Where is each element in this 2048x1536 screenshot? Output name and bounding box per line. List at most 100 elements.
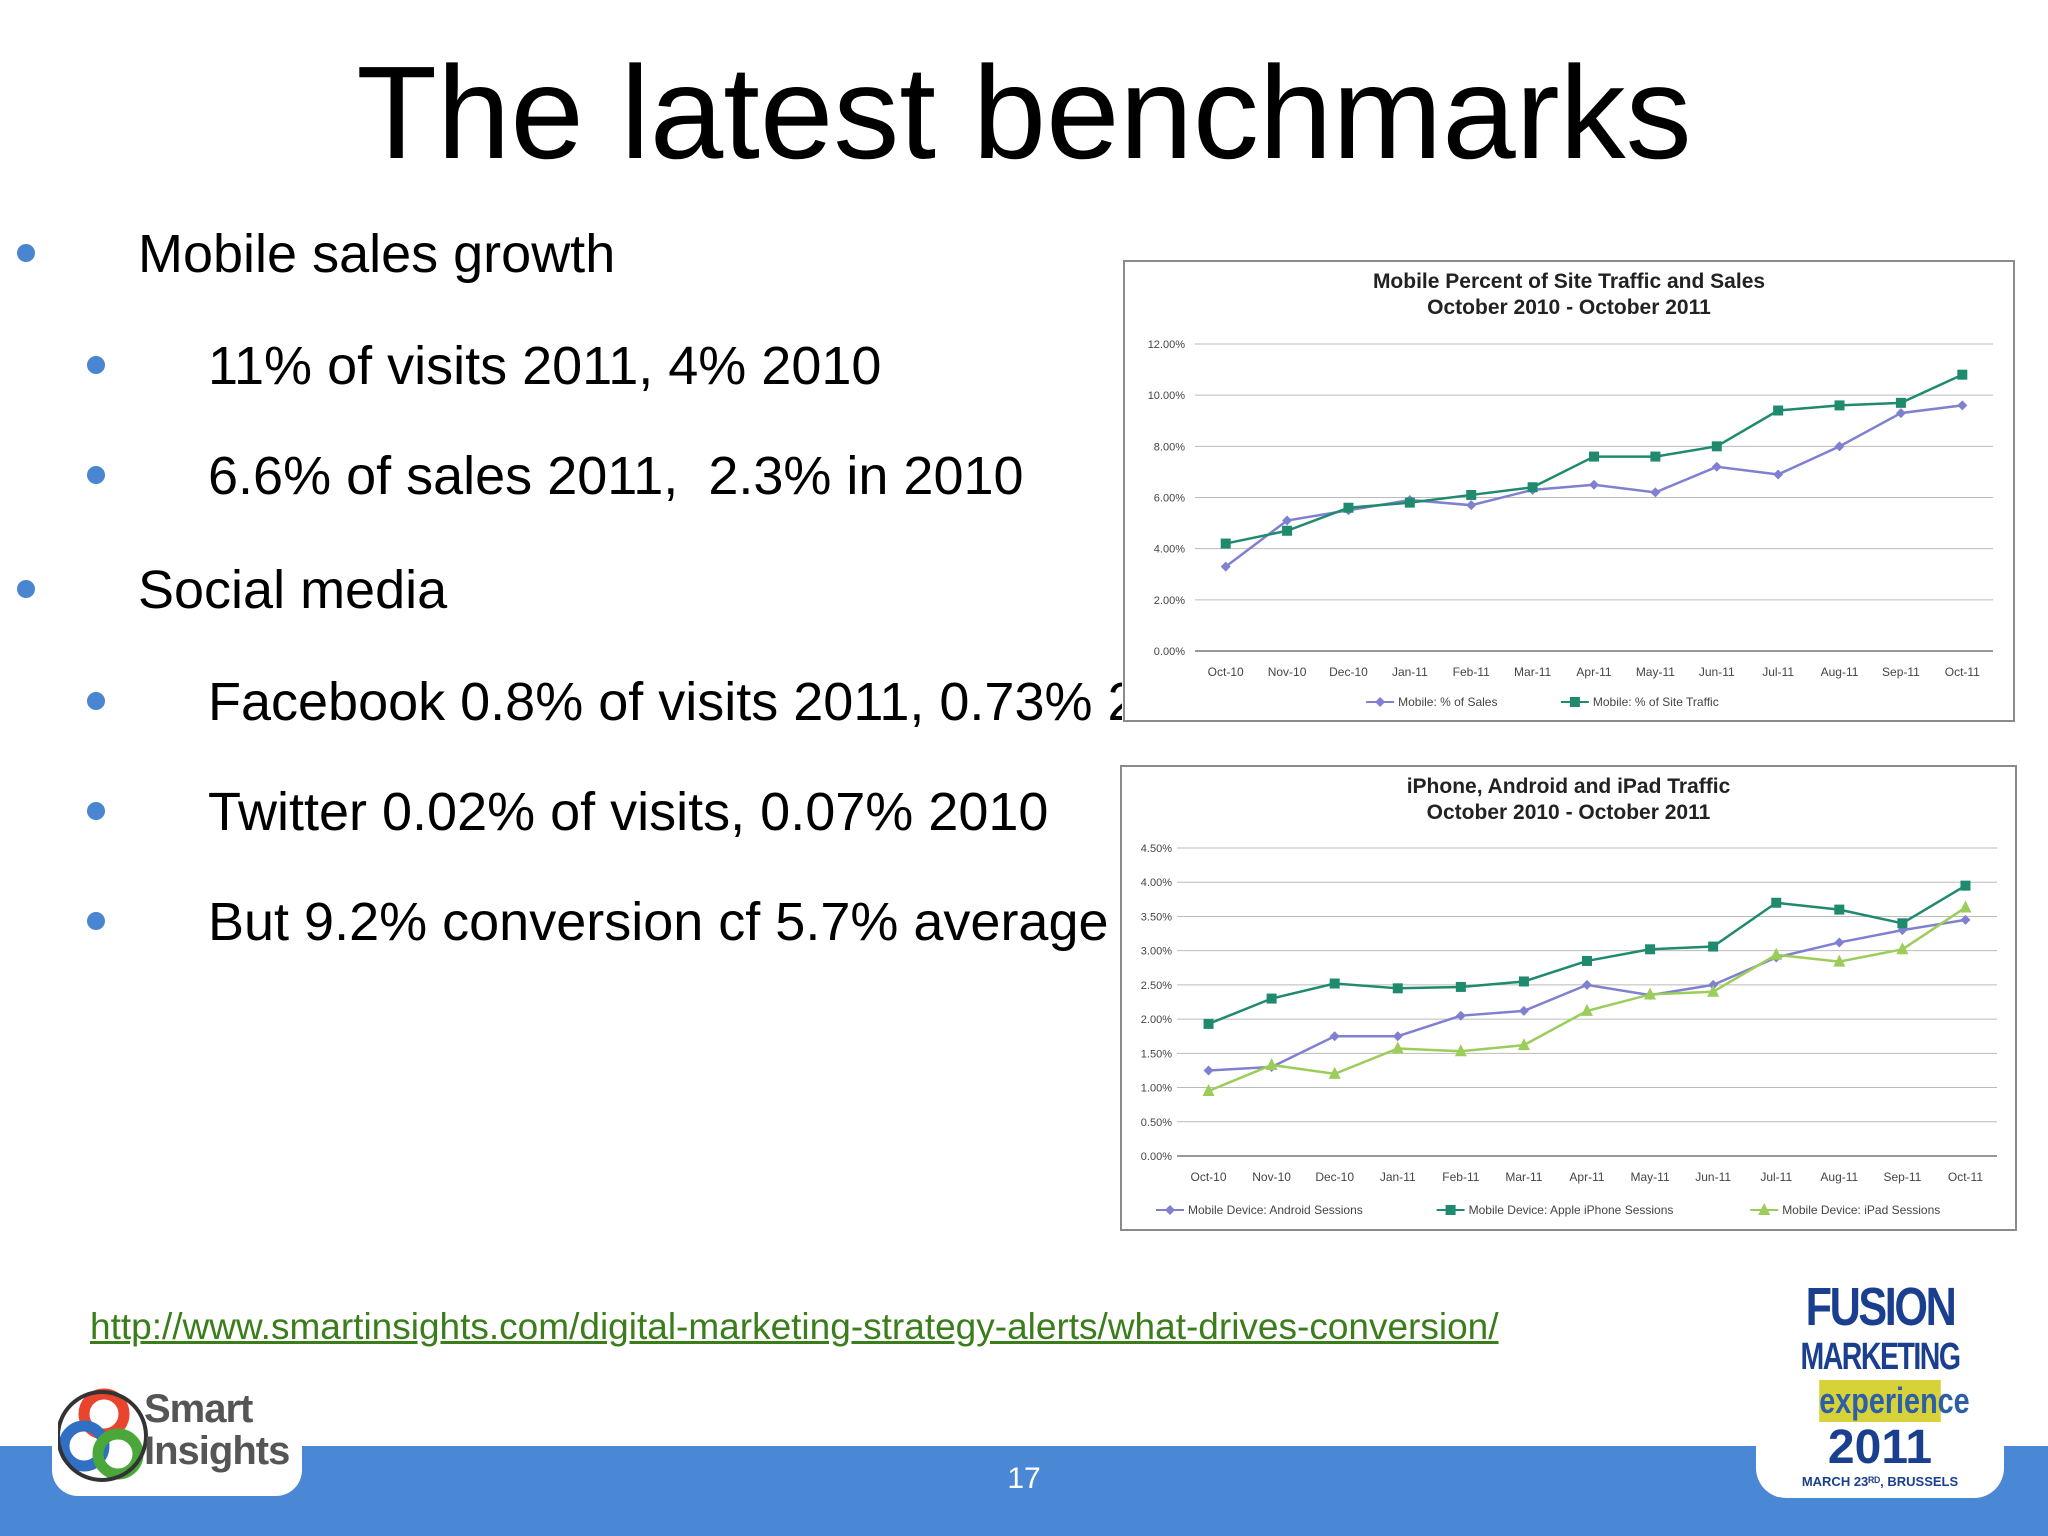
data-point-mobile-of-site-traffic — [1220, 538, 1231, 549]
footer-bar — [0, 1446, 2048, 1536]
data-point-mobile-of-site-traffic — [1895, 397, 1906, 408]
x-tick-label: Oct-10 — [1208, 665, 1244, 679]
legend-marker-mobile-device-android-sessions — [1165, 1205, 1175, 1215]
chart-title: iPhone, Android and iPad Traffic — [1407, 775, 1731, 798]
data-point-mobile-device-android-sessions — [1960, 914, 1971, 925]
y-tick-label: 6.00% — [1154, 493, 1185, 505]
data-point-mobile-device-ipad-sessions — [1707, 984, 1720, 997]
chart-subtitle: October 2010 - October 2011 — [1427, 296, 1711, 319]
bullet-dot — [87, 692, 105, 710]
data-point-mobile-device-ipad-sessions — [1644, 987, 1657, 1000]
legend-label: Mobile Device: Android Sessions — [1188, 1203, 1363, 1217]
data-point-mobile-device-android-sessions — [1203, 1065, 1214, 1076]
y-tick-label: 12.00% — [1148, 339, 1186, 351]
data-point-mobile-device-ipad-sessions — [1328, 1066, 1341, 1079]
data-point-mobile-device-apple-iphone-sessions — [1455, 981, 1466, 992]
data-point-mobile-device-ipad-sessions — [1391, 1041, 1404, 1054]
legend-label: Mobile Device: iPad Sessions — [1782, 1203, 1940, 1217]
data-point-mobile-of-sales — [1895, 408, 1906, 419]
x-tick-label: Sep-11 — [1883, 1170, 1921, 1184]
data-point-mobile-of-site-traffic — [1834, 400, 1845, 411]
y-tick-label: 4.00% — [1154, 544, 1185, 556]
x-tick-label: Oct-10 — [1191, 1170, 1227, 1184]
data-point-mobile-of-site-traffic — [1282, 525, 1293, 536]
data-point-mobile-of-sales — [1773, 469, 1784, 480]
data-point-mobile-device-ipad-sessions — [1517, 1038, 1530, 1051]
x-tick-label: Dec-10 — [1315, 1170, 1354, 1184]
bullet-item: 6.6% of sales 2011, 2.3% in 2010 — [208, 446, 1024, 506]
data-point-mobile-of-site-traffic — [1650, 451, 1661, 462]
source-link[interactable]: http://www.smartinsights.com/digital-mar… — [90, 1306, 1499, 1347]
y-tick-label: 4.00% — [1141, 877, 1172, 889]
logo-text-line: 2011 — [1827, 1421, 1933, 1474]
y-tick-label: 4.50% — [1141, 843, 1172, 855]
legend-label: Mobile: % of Sales — [1398, 695, 1497, 709]
logo-text-line: Insights — [144, 1429, 290, 1473]
y-tick-label: 0.00% — [1154, 646, 1185, 658]
y-tick-label: 2.00% — [1141, 1014, 1172, 1026]
y-tick-label: 3.00% — [1141, 946, 1172, 958]
data-point-mobile-device-apple-iphone-sessions — [1834, 904, 1845, 915]
data-point-mobile-of-sales — [1466, 500, 1477, 511]
x-tick-label: Jul-11 — [1760, 1170, 1792, 1184]
logo-text-line: experience — [1819, 1380, 1970, 1422]
x-tick-label: May-11 — [1631, 1170, 1670, 1184]
x-tick-label: Mar-11 — [1505, 1170, 1542, 1184]
data-point-mobile-device-apple-iphone-sessions — [1518, 976, 1529, 987]
x-tick-label: Feb-11 — [1442, 1170, 1479, 1184]
data-point-mobile-device-apple-iphone-sessions — [1708, 941, 1719, 952]
data-point-mobile-of-sales — [1589, 479, 1599, 490]
x-tick-label: Jan-11 — [1392, 665, 1428, 679]
bullet-dot — [87, 802, 105, 820]
logo-text-line: FUSION — [1805, 1277, 1957, 1337]
x-tick-label: Sep-11 — [1882, 665, 1920, 679]
data-point-mobile-of-sales — [1220, 561, 1231, 572]
x-tick-label: Nov-10 — [1252, 1170, 1291, 1184]
bullet-list: Mobile sales growth 11% of visits 2011, … — [0, 0, 1122, 1000]
y-tick-label: 0.00% — [1141, 1151, 1172, 1163]
bullet-dot — [87, 912, 105, 930]
y-tick-label: 3.50% — [1141, 911, 1172, 923]
bullet-dot — [17, 244, 35, 262]
data-point-mobile-device-apple-iphone-sessions — [1203, 1018, 1214, 1029]
data-point-mobile-device-android-sessions — [1834, 937, 1845, 948]
data-point-mobile-device-ipad-sessions — [1959, 900, 1972, 913]
bullet-item: Facebook 0.8% of visits 2011, 0.73% 2010 — [208, 672, 1122, 732]
bullet-item: But 9.2% conversion cf 5.7% average — [208, 892, 1109, 952]
bullet-item: 11% of visits 2011, 4% 2010 — [208, 336, 882, 396]
data-point-mobile-device-ipad-sessions — [1581, 1003, 1593, 1016]
data-point-mobile-device-android-sessions — [1455, 1010, 1466, 1021]
x-tick-label: Oct-11 — [1945, 665, 1980, 679]
x-tick-label: Jun-11 — [1699, 665, 1735, 679]
bullet-item: Mobile sales growth — [138, 224, 616, 284]
data-point-mobile-of-site-traffic — [1957, 369, 1968, 380]
x-tick-label: May-11 — [1636, 665, 1675, 679]
data-point-mobile-of-site-traffic — [1711, 441, 1722, 452]
x-tick-label: Jul-11 — [1762, 665, 1794, 679]
data-point-mobile-of-sales — [1957, 400, 1968, 411]
data-point-mobile-device-android-sessions — [1582, 979, 1592, 990]
y-tick-label: 2.00% — [1154, 595, 1185, 607]
data-point-mobile-of-site-traffic — [1773, 405, 1784, 416]
data-point-mobile-device-apple-iphone-sessions — [1960, 880, 1971, 891]
x-tick-label: Feb-11 — [1453, 665, 1490, 679]
data-point-mobile-of-site-traffic — [1466, 489, 1477, 500]
device-traffic-chart-svg: iPhone, Android and iPad Traffic October … — [1141, 775, 1997, 1217]
data-point-mobile-of-sales — [1282, 515, 1293, 526]
y-tick-label: 2.50% — [1141, 980, 1172, 992]
logo-text-line: MARKETING — [1800, 1336, 1961, 1378]
series-line-mobile-device-android-sessions — [1208, 918, 1966, 1072]
data-point-mobile-device-ipad-sessions — [1896, 942, 1909, 955]
smart-insights-logo: Smart Insights — [52, 1380, 302, 1496]
traffic-sales-chart: Mobile Percent of Site Traffic and Sales… — [1123, 260, 2015, 722]
data-point-mobile-device-ipad-sessions — [1833, 954, 1846, 967]
smart-insights-logo-text: Smart Insights — [144, 1387, 290, 1473]
legend-label: Mobile Device: Apple iPhone Sessions — [1469, 1203, 1674, 1217]
x-tick-label: Aug-11 — [1820, 1170, 1858, 1184]
x-tick-label: Apr-11 — [1569, 1170, 1604, 1184]
data-point-mobile-device-apple-iphone-sessions — [1392, 983, 1403, 994]
data-point-mobile-device-apple-iphone-sessions — [1266, 993, 1277, 1004]
data-point-mobile-device-ipad-sessions — [1454, 1044, 1467, 1057]
legend-marker-mobile-device-ipad-sessions — [1758, 1203, 1771, 1215]
logo-text-line: Smart — [144, 1387, 253, 1431]
